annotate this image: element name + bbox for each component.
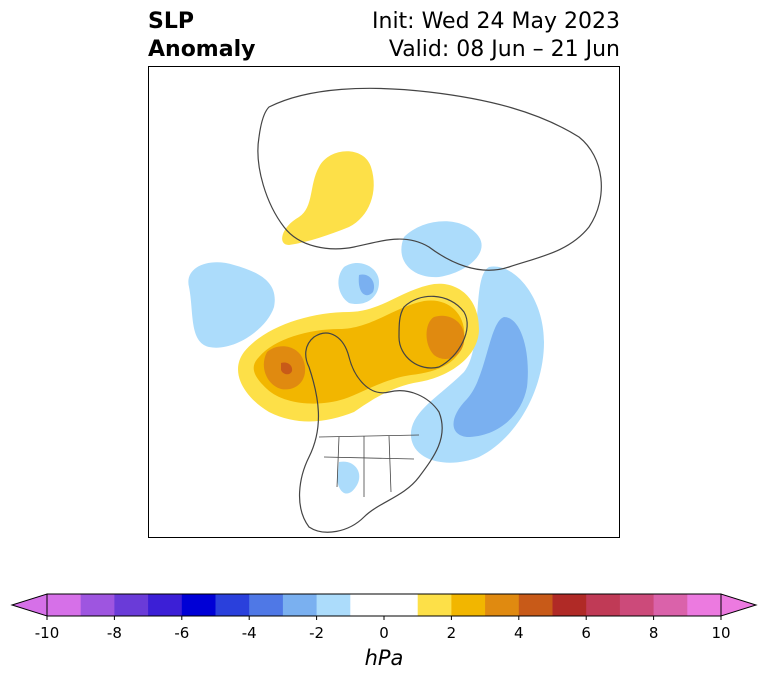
- colorbar-segment: [485, 594, 520, 616]
- colorbar-extend-max: [720, 593, 758, 617]
- anomaly-region-pacific-low: [188, 262, 275, 348]
- colorbar-tick-label: -10: [34, 624, 60, 642]
- colorbar-segment: [114, 594, 149, 616]
- colorbar-segment: [47, 594, 82, 616]
- colorbar-tick-label: 0: [379, 624, 389, 642]
- colorbar-segment: [282, 594, 318, 616]
- anomaly-region-atlantic-core: [453, 317, 528, 437]
- colorbar-unit-label: hPa: [364, 646, 404, 670]
- colorbar-tick-label: 8: [648, 624, 659, 642]
- colorbar-segment: [249, 594, 284, 616]
- map-panel: [148, 66, 620, 538]
- colorbar-segment: [552, 594, 587, 616]
- colorbar-segment: [586, 594, 621, 616]
- colorbar-tick-label: -4: [241, 624, 257, 642]
- colorbar-svg: [10, 593, 758, 620]
- colorbar-segment: [350, 594, 385, 616]
- anomaly-region-siberia-high: [282, 151, 374, 245]
- eurasia-coast: [257, 87, 602, 271]
- colorbar-tick-label: 6: [581, 624, 591, 642]
- colorbar-segment: [619, 594, 655, 616]
- colorbar-segment: [687, 594, 722, 616]
- anomaly-region-canada-high-mid: [253, 300, 465, 404]
- valid-period: Init: Wed 24 May 2023 Valid: 08 Jun – 21…: [372, 8, 620, 64]
- us-borders: [318, 434, 420, 497]
- colorbar-tick-label: 2: [446, 624, 457, 642]
- colorbar-segment: [80, 594, 115, 616]
- coastlines: [257, 87, 602, 533]
- colorbar-segment: [451, 594, 486, 616]
- colorbar-segment: [518, 594, 553, 616]
- anomaly-region-bering-core: [358, 274, 375, 296]
- positive-anomaly-regions: [238, 151, 479, 422]
- colorbar-tick-label: 4: [514, 624, 524, 642]
- anomaly-region-greenland-high-core: [426, 315, 465, 359]
- north-america-coast: [298, 332, 443, 533]
- colorbar-tick-label: -6: [174, 624, 190, 642]
- colorbar-segment: [316, 594, 351, 616]
- init-date: Init: Wed 24 May 2023: [372, 9, 620, 34]
- negative-anomaly-regions: [188, 221, 544, 494]
- title-line-1: SLP: [148, 9, 194, 34]
- colorbar-extend-min: [10, 593, 48, 617]
- colorbar-segment: [384, 594, 419, 616]
- colorbar-segment: [417, 594, 452, 616]
- greenland-coast: [398, 295, 468, 369]
- colorbar: [0, 590, 768, 630]
- map-svg: [188, 87, 602, 533]
- title-line-2: Anomaly: [148, 37, 256, 62]
- anomaly-region-arctic-low: [401, 221, 482, 278]
- anomaly-region-pacific-high-peak: [281, 362, 293, 375]
- colorbar-tick-label: -8: [106, 624, 122, 642]
- colorbar-segment: [653, 594, 688, 616]
- colorbar-tick-label: 10: [711, 624, 731, 642]
- valid-range: Valid: 08 Jun – 21 Jun: [388, 37, 620, 62]
- colorbar-segment: [148, 594, 183, 616]
- colorbar-segment: [215, 594, 250, 616]
- colorbar-segment: [181, 594, 216, 616]
- map-title: SLP Anomaly: [148, 8, 255, 64]
- anomaly-region-us-low: [337, 461, 360, 494]
- colorbar-tick-label: -2: [309, 624, 325, 642]
